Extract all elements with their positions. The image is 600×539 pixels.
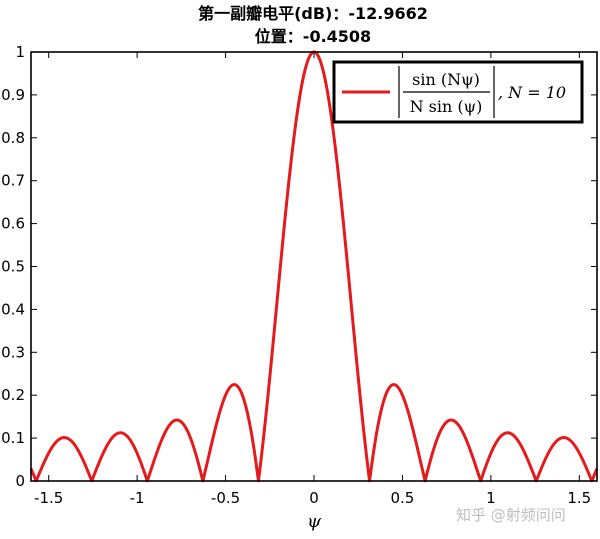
- y-tick-label: 0: [15, 472, 25, 490]
- legend: sin (Nψ) N sin (ψ) , N = 10: [332, 60, 584, 124]
- x-tick-label: -1.5: [34, 489, 63, 507]
- axes-box: [30, 51, 598, 482]
- x-axis-label: ψ: [307, 511, 322, 532]
- y-tick-label: 0.6: [1, 215, 25, 233]
- y-tick-label: 1: [15, 43, 25, 61]
- y-tick-label: 0.9: [1, 86, 25, 104]
- x-tick-label: 0.5: [391, 489, 415, 507]
- x-tick-label: 0: [309, 489, 319, 507]
- x-tick-label: -1: [130, 489, 145, 507]
- x-tick-label: 1.5: [567, 489, 591, 507]
- x-tick-label: 1: [486, 489, 496, 507]
- y-tick-label: 0.1: [1, 429, 25, 447]
- chart-title-line2: 位置：-0.4508: [255, 27, 371, 46]
- y-tick-label: 0.3: [1, 343, 25, 361]
- legend-suffix: , N = 10: [498, 83, 566, 102]
- watermark-text: 知乎 @射频问问: [456, 506, 566, 524]
- y-tick-label: 0.8: [1, 129, 25, 147]
- y-tick-label: 0.5: [1, 258, 25, 276]
- y-tick-label: 0.4: [1, 300, 25, 318]
- y-tick-label: 0.2: [1, 386, 25, 404]
- tick-layer: -1.5 -1 -0.5 0 0.5 1 1.5 0 0.1 0.2 0.3 0.4 0.5 0.6 0.7…: [1, 43, 597, 507]
- y-tick-label: 0.7: [1, 172, 25, 190]
- x-tick-label: -0.5: [211, 489, 240, 507]
- chart-title-line1: 第一副瓣电平(dB)：-12.9662: [198, 4, 428, 23]
- legend-numerator: sin (Nψ): [412, 70, 480, 89]
- legend-denominator: N sin (ψ): [410, 97, 483, 116]
